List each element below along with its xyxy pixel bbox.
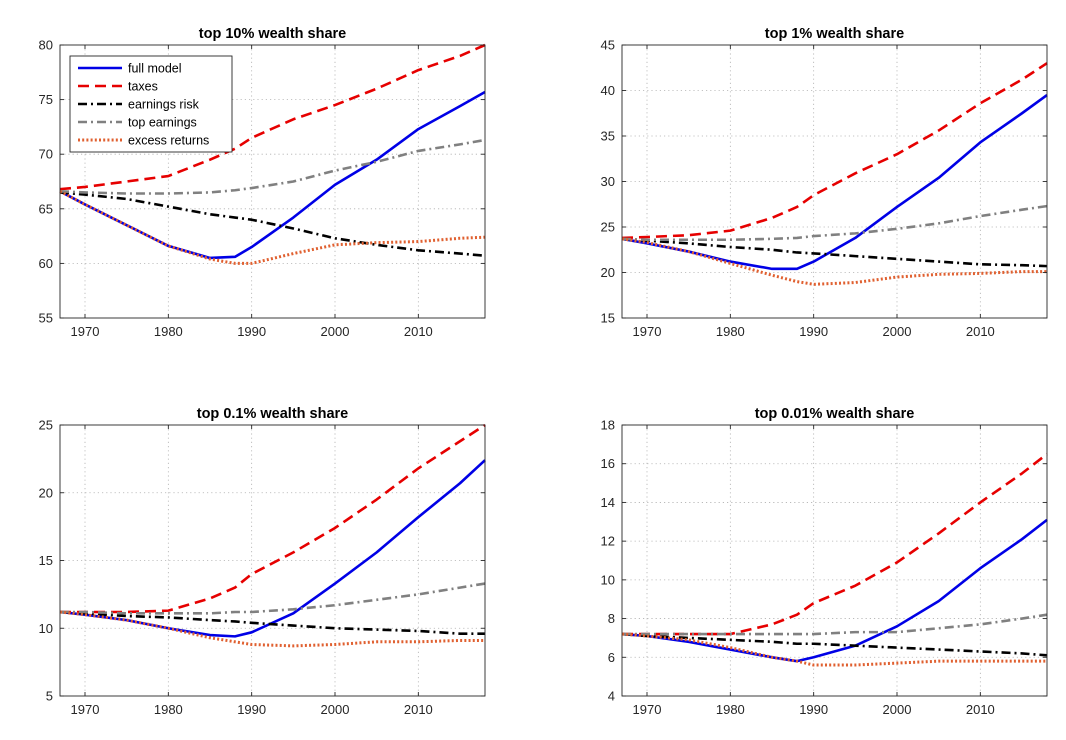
- x-tick-label: 2000: [321, 324, 350, 339]
- panel-1: 1970 1980 1990 2000 2010 55 60 65 70 75 80 top 10% …: [39, 26, 486, 339]
- y-tick-label: 18: [601, 418, 615, 433]
- y-tick-label: 5: [46, 689, 53, 704]
- x-tick-label: 1990: [237, 702, 266, 717]
- legend-label-earnings-risk: earnings risk: [128, 98, 200, 112]
- y-tick-label: 12: [601, 534, 615, 549]
- x-tick-label: 2000: [883, 702, 912, 717]
- y-tick-label: 20: [601, 265, 615, 280]
- chart-title: top 1% wealth share: [765, 26, 904, 42]
- y-tick-label: 20: [39, 485, 53, 500]
- panel-2: 1970 1980 1990 2000 2010 15 20 25 30 35 40 45 top 1%…: [601, 26, 1048, 339]
- series-line-excess-returns: [59, 190, 486, 265]
- series-line-full-model: [621, 518, 1048, 663]
- y-tick-label: 40: [601, 83, 615, 98]
- y-tick-label: 55: [39, 311, 53, 326]
- x-tick-label: 2000: [883, 324, 912, 339]
- series-line-earnings-risk: [59, 191, 486, 258]
- series-line-full-model: [59, 90, 486, 260]
- y-tick-label: 14: [601, 495, 615, 510]
- series-line-top-earnings: [621, 204, 1048, 242]
- y-tick-label: 4: [608, 689, 615, 704]
- chart-title: top 0.01% wealth share: [755, 406, 915, 422]
- legend-label-full-model: full model: [128, 62, 182, 76]
- x-tick-label: 1970: [633, 324, 662, 339]
- series-line-excess-returns: [621, 632, 1047, 667]
- series-line-earnings-risk: [621, 632, 1048, 657]
- series-line-excess-returns: [621, 237, 1047, 286]
- panel-4: 1970 1980 1990 2000 2010 4 6 8 10 12 14 16 18 top 0.0…: [601, 406, 1048, 717]
- y-tick-label: 30: [601, 174, 615, 189]
- x-tick-label: 1980: [154, 324, 183, 339]
- x-tick-label: 1990: [237, 324, 266, 339]
- x-tick-label: 2000: [321, 702, 350, 717]
- legend: full model taxes earnings risk top earnings…: [69, 55, 233, 153]
- x-tick-label: 2010: [404, 702, 433, 717]
- chart-title: top 0.1% wealth share: [197, 406, 349, 422]
- y-tick-label: 10: [601, 572, 615, 587]
- y-tick-label: 15: [39, 553, 53, 568]
- x-tick-label: 1970: [71, 324, 100, 339]
- plot-area: [622, 45, 1047, 318]
- y-tick-label: 70: [39, 147, 53, 162]
- axes-box: [59, 44, 486, 319]
- y-tick-label: 6: [608, 650, 615, 665]
- x-tick-label: 1980: [716, 702, 745, 717]
- series-line-full-model: [59, 459, 486, 638]
- y-tick-label: 15: [601, 311, 615, 326]
- series-line-earnings-risk: [621, 237, 1048, 268]
- y-tick-label: 25: [601, 220, 615, 235]
- x-tick-label: 1970: [633, 702, 662, 717]
- series-line-taxes: [59, 43, 486, 191]
- y-tick-label: 25: [39, 418, 53, 433]
- series-line-top-earnings: [622, 613, 1048, 636]
- y-tick-label: 8: [608, 611, 615, 626]
- series-line-taxes: [622, 453, 1048, 636]
- x-tick-label: 1970: [71, 702, 100, 717]
- panel-3: 1970 1980 1990 2000 2010 5 10 15 20 25 top 0.1% we…: [39, 406, 486, 717]
- legend-label-top-earnings: top earnings: [128, 116, 197, 130]
- axes-box: [621, 424, 1048, 697]
- y-tick-label: 35: [601, 129, 615, 144]
- y-tick-label: 80: [39, 38, 53, 53]
- legend-label-taxes: taxes: [128, 80, 158, 94]
- x-tick-label: 1980: [154, 702, 183, 717]
- chart-title: top 10% wealth share: [199, 26, 346, 42]
- y-tick-label: 60: [39, 256, 53, 271]
- series-line-taxes: [60, 423, 486, 614]
- series-line-earnings-risk: [59, 610, 485, 635]
- plot-area: [622, 425, 1047, 696]
- y-tick-label: 45: [601, 38, 615, 53]
- legend-label-excess-returns: excess returns: [128, 134, 209, 148]
- x-tick-label: 1990: [799, 702, 828, 717]
- series-line-top-earnings: [59, 138, 486, 195]
- series-line-excess-returns: [59, 610, 485, 648]
- y-tick-label: 75: [39, 92, 53, 107]
- series-line-top-earnings: [60, 582, 486, 615]
- x-tick-label: 1990: [799, 324, 828, 339]
- y-tick-label: 65: [39, 201, 53, 216]
- x-tick-label: 1980: [716, 324, 745, 339]
- x-tick-label: 2010: [966, 702, 995, 717]
- y-tick-label: 10: [39, 621, 53, 636]
- y-tick-label: 16: [601, 456, 615, 471]
- x-tick-label: 2010: [966, 324, 995, 339]
- x-tick-label: 2010: [404, 324, 433, 339]
